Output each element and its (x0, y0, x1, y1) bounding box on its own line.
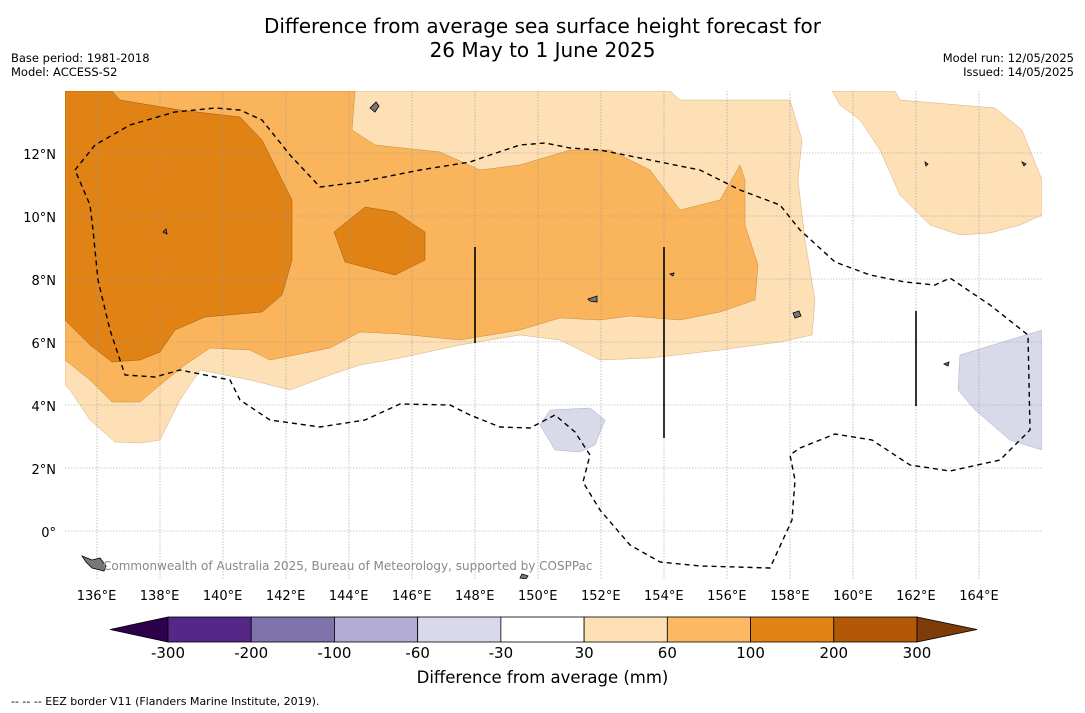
colorbar-label: 300 (903, 644, 932, 662)
lon-tick-label: 164°E (959, 589, 999, 604)
lon-tick-label: 138°E (140, 589, 180, 604)
lat-tick-label: 4°N (32, 400, 57, 415)
eez-borders (74, 107, 1031, 569)
colorbar-label: -300 (151, 644, 185, 662)
colorbar-extend-low (109, 616, 169, 643)
colorbar-label: 60 (658, 644, 677, 662)
lon-tick-label: 136°E (77, 589, 117, 604)
island-3 (587, 295, 598, 303)
colorbar-segment (250, 616, 335, 643)
colorbar-title: Difference from average (mm) (416, 668, 669, 687)
colorbar-label: -100 (317, 644, 351, 662)
island-10 (924, 161, 929, 167)
colorbar-label: 30 (575, 644, 594, 662)
lon-tick-label: 162°E (896, 589, 936, 604)
lon-tick-label: 150°E (518, 589, 558, 604)
gridlines (65, 91, 1042, 579)
issued-date: Issued: 14/05/2025 (963, 65, 1074, 79)
contour-neg-east (957, 329, 1042, 451)
lat-tick-label: 12°N (23, 148, 56, 163)
model-run: Model run: 12/05/2025 (942, 51, 1074, 65)
colorbar-label: 100 (736, 644, 765, 662)
island-4 (792, 310, 802, 319)
lat-tick-label: 8°N (32, 274, 57, 289)
island-1 (369, 101, 380, 113)
lon-tick-label: 154°E (644, 589, 684, 604)
lon-tick-label: 146°E (392, 589, 432, 604)
island-8 (519, 573, 529, 579)
colorbar-label: -200 (234, 644, 268, 662)
lat-tick-label: 0° (41, 526, 56, 541)
island-6 (669, 272, 675, 277)
colorbar-extend-high (916, 616, 978, 643)
colorbar-segment (500, 616, 585, 643)
colorbar-segment (666, 616, 751, 643)
lat-tick-label: 10°N (23, 211, 56, 226)
footer-note: -- -- -- EEZ border V11 (Flanders Marine… (11, 695, 320, 708)
lon-tick-label: 148°E (455, 589, 495, 604)
island-2 (162, 228, 168, 235)
colorbar-label: -30 (489, 644, 514, 662)
colorbar-segment (750, 616, 835, 643)
island-7 (80, 555, 107, 572)
lon-tick-label: 158°E (770, 589, 810, 604)
lon-tick-label: 142°E (266, 589, 306, 604)
lon-tick-label: 156°E (707, 589, 747, 604)
colorbar-segment (833, 616, 918, 643)
eez-border-fsm (74, 107, 1031, 569)
lon-tick-label: 160°E (833, 589, 873, 604)
chart-title: Difference from average sea surface heig… (0, 14, 1085, 62)
lon-tick-labels: 136°E 138°E 140°E 142°E 144°E 146°E 148°E 150°E… (77, 589, 999, 604)
lat-tick-label: 2°N (32, 463, 57, 478)
colorbar-label: 200 (819, 644, 848, 662)
colorbar-segment (167, 616, 252, 643)
colorbar: -300 -200 -100 -60 -30 30 60 100 200 300 (109, 616, 978, 662)
colorbar-segment (583, 616, 668, 643)
island-9 (1021, 161, 1027, 167)
title-line-1: Difference from average sea surface heig… (263, 14, 822, 38)
contour-100-200-west (65, 91, 293, 363)
title-line-2: 26 May to 1 June 2025 (429, 38, 656, 62)
watermark: Commonwealth of Australia 2025, Bureau o… (103, 559, 593, 573)
colorbar-segment (417, 616, 502, 643)
meta-left: Base period: 1981-2018 Model: ACCESS-S2 (11, 51, 150, 79)
lat-tick-label: 6°N (32, 337, 57, 352)
base-period: Base period: 1981-2018 (11, 51, 150, 65)
lon-tick-label: 140°E (203, 589, 243, 604)
boundary-lines (474, 247, 917, 438)
model-name: Model: ACCESS-S2 (11, 65, 118, 79)
colorbar-segment (334, 616, 419, 643)
lon-tick-label: 144°E (329, 589, 369, 604)
map-area: Commonwealth of Australia 2025, Bureau o… (65, 91, 1042, 579)
contour-30-60-ne (831, 91, 1042, 236)
meta-right: Model run: 12/05/2025 Issued: 14/05/2025 (943, 51, 1074, 79)
lon-tick-label: 152°E (581, 589, 621, 604)
lat-tick-labels: 12°N 10°N 8°N 6°N 4°N 2°N 0° (23, 148, 56, 541)
island-5 (943, 361, 950, 367)
contour-100-200-center (333, 206, 426, 276)
colorbar-label: -60 (405, 644, 430, 662)
islands (80, 101, 1027, 579)
